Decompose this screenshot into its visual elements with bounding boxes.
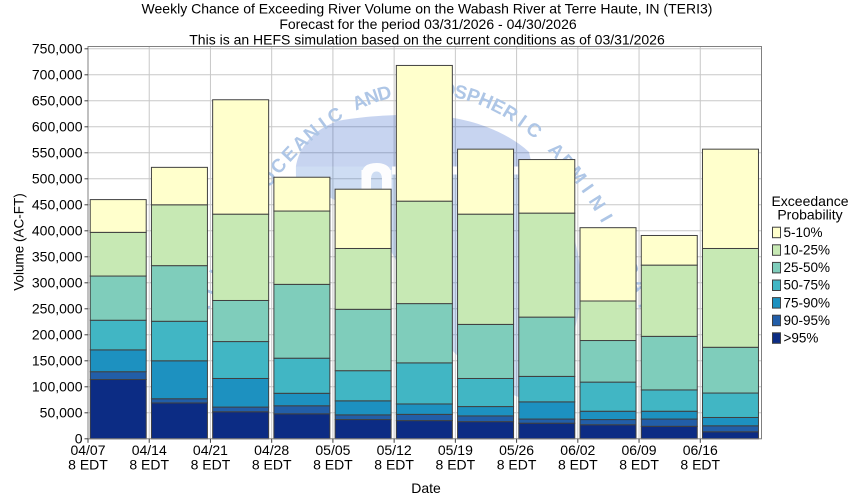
svg-text:04/14: 04/14 [132, 442, 167, 458]
svg-text:8 EDT: 8 EDT [619, 457, 659, 473]
svg-text:50-75%: 50-75% [784, 278, 831, 293]
svg-text:50,000: 50,000 [40, 405, 83, 421]
svg-text:8 EDT: 8 EDT [436, 457, 476, 473]
svg-text:90-95%: 90-95% [784, 313, 831, 328]
svg-text:>95%: >95% [784, 331, 819, 346]
svg-text:250,000: 250,000 [32, 301, 83, 317]
svg-text:550,000: 550,000 [32, 145, 83, 161]
svg-text:5-10%: 5-10% [784, 225, 823, 240]
svg-text:400,000: 400,000 [32, 223, 83, 239]
svg-text:06/16: 06/16 [683, 442, 718, 458]
svg-text:650,000: 650,000 [32, 93, 83, 109]
svg-text:25-50%: 25-50% [784, 260, 831, 275]
svg-text:04/07: 04/07 [70, 442, 105, 458]
svg-text:8 EDT: 8 EDT [313, 457, 353, 473]
svg-text:8 EDT: 8 EDT [497, 457, 537, 473]
svg-text:S: S [452, 81, 469, 104]
svg-text:500,000: 500,000 [32, 171, 83, 187]
svg-text:8 EDT: 8 EDT [191, 457, 231, 473]
svg-text:8 EDT: 8 EDT [558, 457, 598, 473]
svg-text:Date: Date [411, 480, 441, 496]
svg-text:8 EDT: 8 EDT [374, 457, 414, 473]
svg-text:750,000: 750,000 [32, 41, 83, 57]
svg-text:N: N [362, 86, 382, 110]
svg-text:Forecast for the period 03/31/: Forecast for the period 03/31/2026 - 04/… [279, 16, 577, 32]
svg-text:Weekly Chance of Exceeding Riv: Weekly Chance of Exceeding River Volume … [142, 1, 713, 17]
svg-text:10-25%: 10-25% [784, 243, 831, 258]
svg-text:75-90%: 75-90% [784, 295, 831, 310]
svg-text:150,000: 150,000 [32, 353, 83, 369]
svg-text:05/19: 05/19 [438, 442, 473, 458]
svg-text:04/21: 04/21 [193, 442, 228, 458]
svg-text:Exceedance: Exceedance [771, 193, 848, 209]
svg-text:Volume (AC-FT): Volume (AC-FT) [12, 193, 27, 291]
svg-text:100,000: 100,000 [32, 379, 83, 395]
svg-text:8 EDT: 8 EDT [680, 457, 720, 473]
svg-text:Probability: Probability [777, 207, 842, 223]
svg-text:05/12: 05/12 [377, 442, 412, 458]
svg-text:D: D [375, 82, 394, 106]
svg-text:This is an HEFS simulation bas: This is an HEFS simulation based on the … [189, 32, 665, 48]
svg-text:8 EDT: 8 EDT [252, 457, 292, 473]
svg-text:700,000: 700,000 [32, 67, 83, 83]
svg-text:8 EDT: 8 EDT [129, 457, 169, 473]
svg-text:200,000: 200,000 [32, 327, 83, 343]
svg-text:300,000: 300,000 [32, 275, 83, 291]
svg-text:600,000: 600,000 [32, 119, 83, 135]
svg-text:06/02: 06/02 [560, 442, 595, 458]
svg-text:04/28: 04/28 [254, 442, 289, 458]
svg-text:8 EDT: 8 EDT [68, 457, 108, 473]
svg-text:05/05: 05/05 [315, 442, 350, 458]
svg-text:05/26: 05/26 [499, 442, 534, 458]
svg-text:0: 0 [75, 431, 83, 447]
svg-text:06/09: 06/09 [622, 442, 657, 458]
svg-text:450,000: 450,000 [32, 197, 83, 213]
svg-text:350,000: 350,000 [32, 249, 83, 265]
